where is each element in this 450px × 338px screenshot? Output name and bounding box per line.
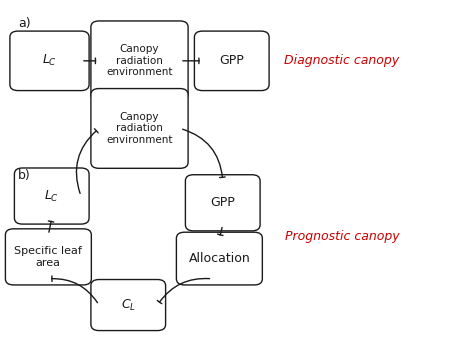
Text: GPP: GPP [220,54,244,67]
Text: Canopy
radiation
environment: Canopy radiation environment [106,112,173,145]
Text: Allocation: Allocation [189,252,250,265]
FancyBboxPatch shape [10,31,89,91]
Text: $L_C$: $L_C$ [44,189,59,203]
Text: b): b) [18,169,31,182]
Text: $L_C$: $L_C$ [42,53,57,68]
Text: Canopy
radiation
environment: Canopy radiation environment [106,44,173,77]
Text: Specific leaf
area: Specific leaf area [14,246,82,268]
Text: $C_L$: $C_L$ [121,297,136,313]
Text: Prognostic canopy: Prognostic canopy [285,230,399,243]
FancyBboxPatch shape [5,229,91,285]
Text: Diagnostic canopy: Diagnostic canopy [284,54,400,67]
Text: GPP: GPP [211,196,235,209]
FancyBboxPatch shape [91,89,188,168]
FancyBboxPatch shape [185,175,260,231]
Text: a): a) [18,17,31,30]
FancyBboxPatch shape [91,21,188,101]
FancyBboxPatch shape [14,168,89,224]
FancyBboxPatch shape [176,232,262,285]
FancyBboxPatch shape [91,280,166,331]
FancyBboxPatch shape [194,31,269,91]
